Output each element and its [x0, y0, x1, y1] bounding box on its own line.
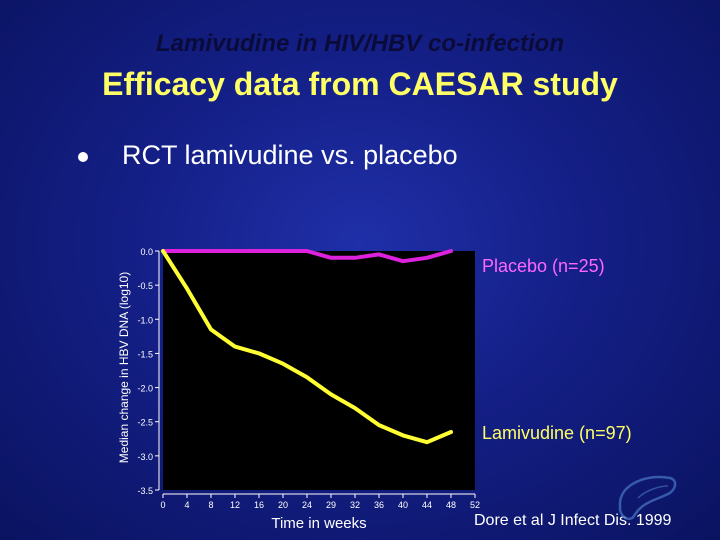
bullet-dot-icon	[78, 152, 88, 162]
legend-lamivudine: Lamivudine (n=97)	[482, 423, 632, 443]
plot-area	[163, 251, 475, 490]
x-tick-label: 0	[160, 500, 165, 510]
x-tick-label: 8	[208, 500, 213, 510]
x-tick-label: 44	[422, 500, 432, 510]
x-tick-label: 36	[374, 500, 384, 510]
y-tick-label: -1.5	[137, 349, 153, 359]
lamivudine-series-line	[161, 249, 453, 445]
y-axis-title: Median change in HBV DNA (log10)	[117, 272, 131, 463]
x-tick-label: 12	[230, 500, 240, 510]
x-axis-title: Time in weeks	[271, 515, 366, 532]
x-tick-label: 16	[254, 500, 264, 510]
x-tick-label: 29	[326, 500, 336, 510]
x-tick-label: 32	[350, 500, 360, 510]
y-tick-label: -3.5	[137, 486, 153, 496]
y-tick-label: -2.0	[137, 384, 153, 394]
y-tick-label: -2.5	[137, 418, 153, 428]
x-tick-label: 20	[278, 500, 288, 510]
bullet-text: RCT lamivudine vs. placebo	[122, 140, 458, 170]
x-tick-label: 40	[398, 500, 408, 510]
x-tick-label: 48	[446, 500, 456, 510]
y-tick-label: -3.0	[137, 452, 153, 462]
liver-logo-icon	[618, 475, 677, 521]
y-tick-label: -0.5	[137, 281, 153, 291]
y-tick-label: 0.0	[140, 247, 153, 257]
x-tick-label: 24	[302, 500, 312, 510]
legend-placebo: Placebo (n=25)	[482, 256, 605, 276]
placebo-series-line	[161, 249, 453, 264]
slide-title-italic: Lamivudine in HIV/HBV co-infection	[155, 30, 565, 57]
x-tick-label: 4	[184, 500, 189, 510]
y-tick-label: -1.0	[137, 315, 153, 325]
slide-title-main: Efficacy data from CAESAR study	[102, 66, 618, 102]
x-tick-label: 52	[470, 500, 480, 510]
